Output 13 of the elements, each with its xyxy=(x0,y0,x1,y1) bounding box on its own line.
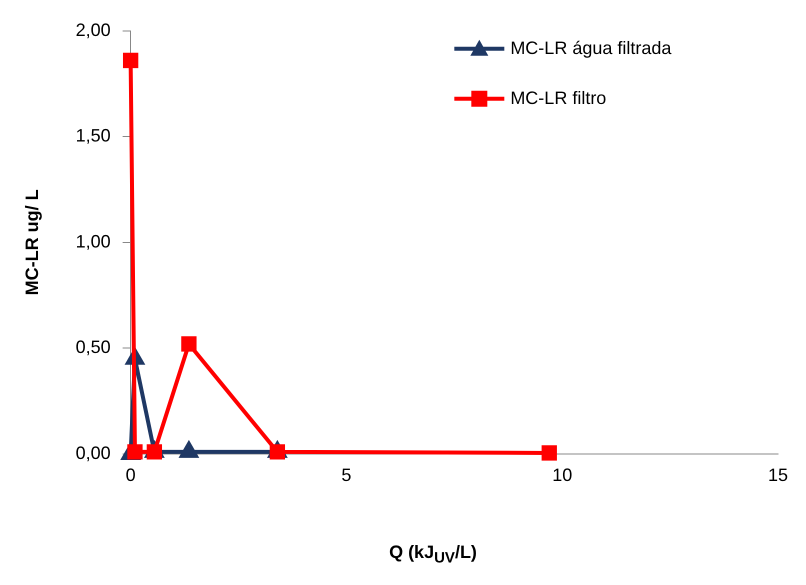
y-tick-label: 0,00 xyxy=(76,442,111,463)
legend-label: MC-LR água filtrada xyxy=(510,38,672,58)
x-tick-label: 10 xyxy=(552,464,572,485)
y-axis-title: MC-LR ug/ L xyxy=(22,189,42,296)
y-tick-label: 1,00 xyxy=(76,231,111,252)
y-tick-label: 0,50 xyxy=(76,337,111,358)
x-axis-title: Q (kJ$_{UV}$/L) xyxy=(388,542,478,567)
y-tick-label: 2,00 xyxy=(76,20,111,40)
x-tick-label: 5 xyxy=(341,464,352,485)
x-tick-label: 15 xyxy=(768,464,788,485)
y-tick-label: 1,50 xyxy=(76,126,111,146)
x-tick-label: 0 xyxy=(126,464,136,485)
legend-label: MC-LR filtro xyxy=(510,88,606,108)
